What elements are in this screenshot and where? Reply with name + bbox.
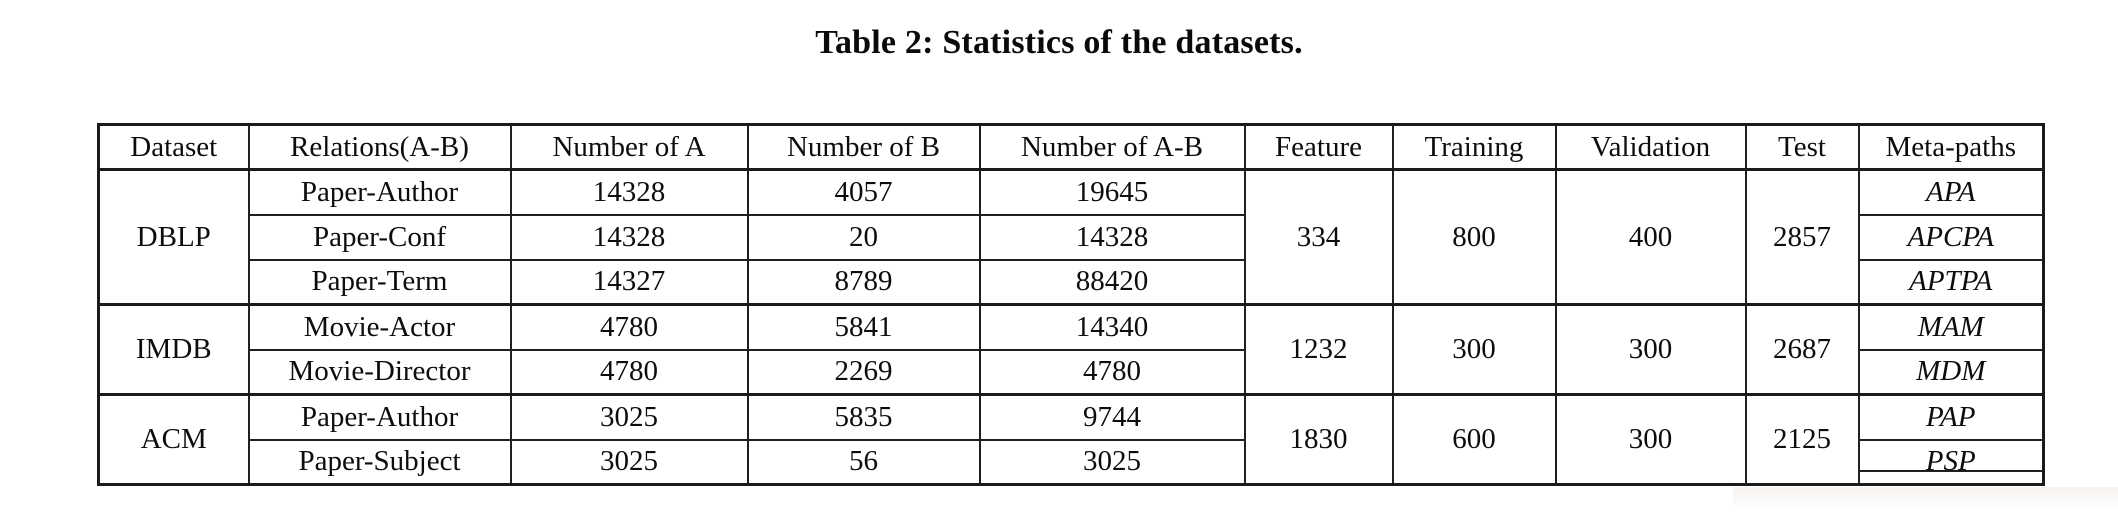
test-cell: 2125 xyxy=(1744,393,1860,486)
num-a-cell: 4780 xyxy=(509,348,749,396)
training-cell: 600 xyxy=(1391,393,1557,486)
num-b-cell: 56 xyxy=(746,438,981,486)
num-ab-cell: 14328 xyxy=(978,213,1246,261)
feature-cell: 334 xyxy=(1243,168,1394,306)
table-row: IMDB Movie-Actor 4780 5841 14340 1232 30… xyxy=(97,303,2045,396)
feature-cell: 1830 xyxy=(1243,393,1394,486)
relation-cell: Paper-Subject xyxy=(247,438,512,486)
num-b-cell: 4057 xyxy=(746,168,981,216)
metapath-cell: MDM xyxy=(1857,348,2045,396)
test-cell: 2857 xyxy=(1744,168,1860,306)
num-ab-cell: 88420 xyxy=(978,258,1246,306)
column-header-test: Test xyxy=(1744,123,1860,171)
num-ab-cell: 14340 xyxy=(978,303,1246,351)
metapath-cell: PAP xyxy=(1857,393,2045,441)
num-ab-cell: 3025 xyxy=(978,438,1246,486)
statistics-table: Dataset Relations(A-B) Number of A Numbe… xyxy=(97,123,2045,486)
metapath-cell: APCPA xyxy=(1857,213,2045,261)
dataset-cell-imdb: IMDB xyxy=(97,303,250,396)
column-header-relations: Relations(A-B) xyxy=(247,123,512,171)
num-a-cell: 14327 xyxy=(509,258,749,306)
table-row: Movie-Director 4780 2269 4780 MDM xyxy=(99,348,2045,396)
metapath-cell: MAM xyxy=(1857,303,2045,351)
num-b-cell: 2269 xyxy=(746,348,981,396)
training-cell: 800 xyxy=(1391,168,1557,306)
training-cell: 300 xyxy=(1391,303,1557,396)
num-a-cell: 14328 xyxy=(509,168,749,216)
num-ab-cell: 19645 xyxy=(978,168,1246,216)
num-b-cell: 20 xyxy=(746,213,981,261)
dataset-cell-acm: ACM xyxy=(97,393,250,486)
metapath-cell: PSP xyxy=(1857,438,2045,486)
table-row: DBLP Paper-Author 14328 4057 19645 334 8… xyxy=(97,168,2045,306)
column-header-training: Training xyxy=(1391,123,1557,171)
column-header-number-of-a: Number of A xyxy=(509,123,749,171)
scan-shadow-artifact xyxy=(1733,487,2118,511)
num-ab-cell: 4780 xyxy=(978,348,1246,396)
table-row: Paper-Conf 14328 20 14328 APCPA xyxy=(99,213,2045,261)
num-b-cell: 5841 xyxy=(746,303,981,351)
num-ab-cell: 9744 xyxy=(978,393,1246,441)
relation-cell: Paper-Author xyxy=(247,393,512,441)
num-b-cell: 8789 xyxy=(746,258,981,306)
table-row: Paper-Subject 3025 56 3025 PSP xyxy=(99,438,2045,486)
validation-cell: 400 xyxy=(1554,168,1747,306)
num-a-cell: 4780 xyxy=(509,303,749,351)
metapath-cell: APA xyxy=(1857,168,2045,216)
metapath-cell: APTPA xyxy=(1857,258,2045,306)
table-row: Paper-Term 14327 8789 88420 APTPA xyxy=(99,258,2045,306)
num-a-cell: 3025 xyxy=(509,438,749,486)
table-row: ACM Paper-Author 3025 5835 9744 1830 600… xyxy=(97,393,2045,486)
validation-cell: 300 xyxy=(1554,303,1747,396)
num-a-cell: 3025 xyxy=(509,393,749,441)
relation-cell: Movie-Director xyxy=(247,348,512,396)
relation-cell: Paper-Term xyxy=(247,258,512,306)
column-header-meta-paths: Meta-paths xyxy=(1857,123,2045,171)
relation-cell: Paper-Conf xyxy=(247,213,512,261)
num-a-cell: 14328 xyxy=(509,213,749,261)
table-caption: Table 2: Statistics of the datasets. xyxy=(815,24,1303,61)
num-b-cell: 5835 xyxy=(746,393,981,441)
relation-cell: Paper-Author xyxy=(247,168,512,216)
column-header-validation: Validation xyxy=(1554,123,1747,171)
header-row: Dataset Relations(A-B) Number of A Numbe… xyxy=(97,123,2045,171)
validation-cell: 300 xyxy=(1554,393,1747,486)
relation-cell: Movie-Actor xyxy=(247,303,512,351)
feature-cell: 1232 xyxy=(1243,303,1394,396)
column-header-number-of-a-b: Number of A-B xyxy=(978,123,1246,171)
test-cell: 2687 xyxy=(1744,303,1860,396)
column-header-number-of-b: Number of B xyxy=(746,123,981,171)
column-header-dataset: Dataset xyxy=(97,123,250,171)
dataset-cell-dblp: DBLP xyxy=(97,168,250,306)
column-header-feature: Feature xyxy=(1243,123,1394,171)
